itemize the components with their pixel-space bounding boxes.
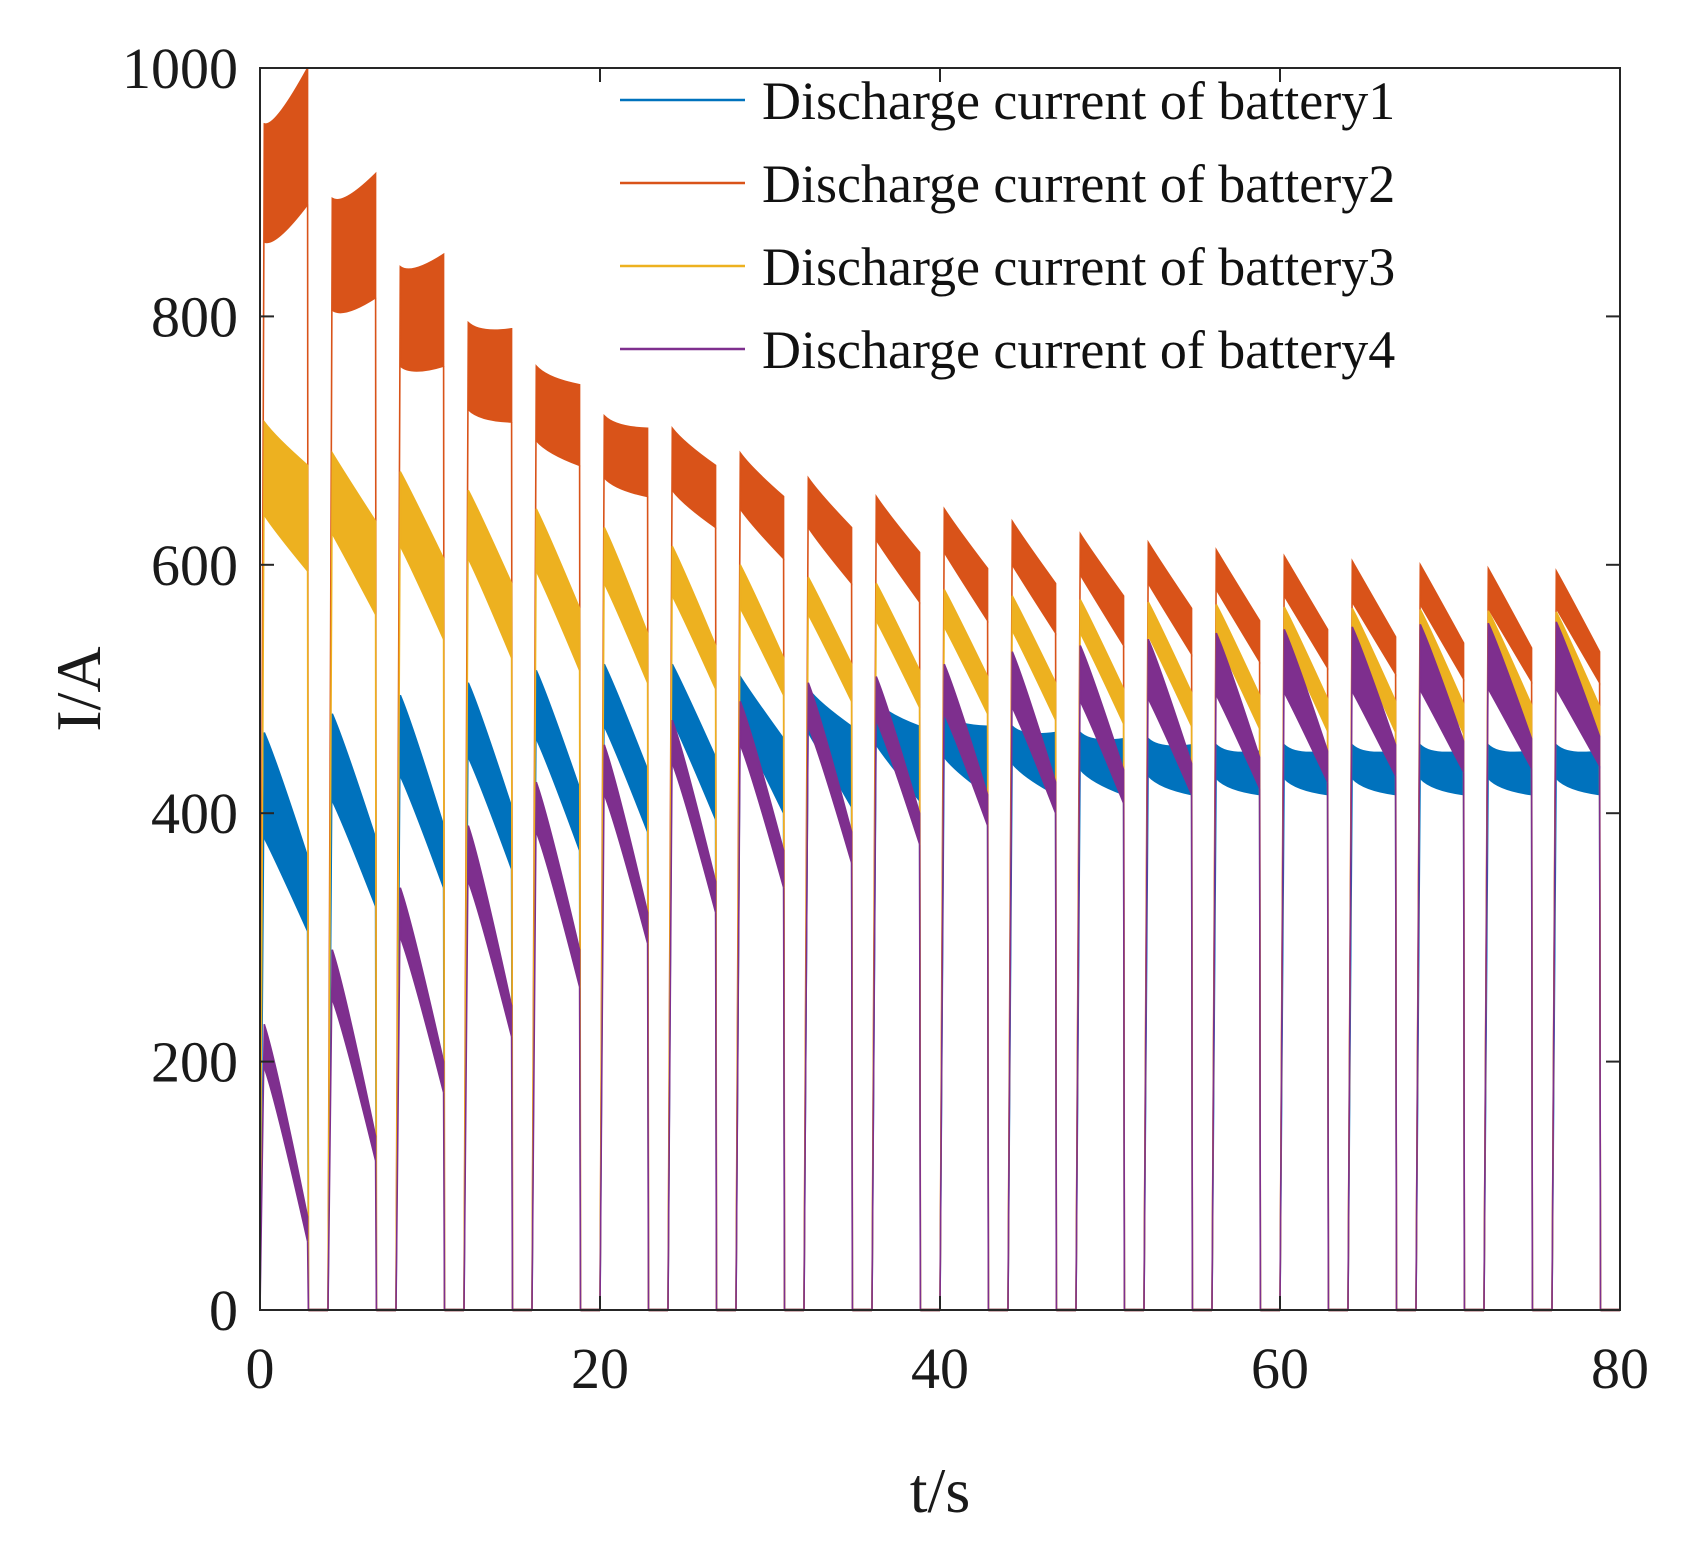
series-1-edge-20 xyxy=(1551,744,1602,1311)
series-2-pulse-10 xyxy=(875,494,921,605)
series-2-pulse-9 xyxy=(807,475,853,586)
x-axis-label: t/s xyxy=(910,1455,970,1526)
series-1-pulse-4 xyxy=(467,682,513,870)
series-1-pulse-1 xyxy=(263,732,309,932)
legend-label: Discharge current of battery1 xyxy=(762,71,1395,131)
series-3-pulse-3 xyxy=(399,471,445,640)
series-1-edge-18 xyxy=(1415,744,1466,1311)
series-4-edge-19 xyxy=(1483,623,1534,1311)
series-4-edge-2 xyxy=(327,949,378,1311)
y-tick-label: 800 xyxy=(151,284,238,349)
series-4-edge-6 xyxy=(599,744,650,1311)
series-1-edge-15 xyxy=(1211,744,1262,1311)
series-3-pulse-8 xyxy=(739,564,785,696)
series-4-pulse-18 xyxy=(1419,624,1465,773)
x-tick-label: 80 xyxy=(1591,1336,1649,1401)
series-3-pulse-10 xyxy=(875,583,921,708)
x-tick-label: 60 xyxy=(1251,1336,1309,1401)
legend-item-1: Discharge current of battery1 xyxy=(620,71,1395,131)
series-4-edge-3 xyxy=(395,887,446,1311)
series-4-pulse-12 xyxy=(1011,651,1057,814)
series-4-pulse-1 xyxy=(263,1024,309,1242)
series-4-pulse-15 xyxy=(1215,632,1261,789)
series-4-edge-4 xyxy=(463,825,514,1311)
series-4-pulse-14 xyxy=(1147,638,1193,795)
series-2-pulse-4 xyxy=(467,320,513,423)
series-2-pulse-6 xyxy=(603,413,649,498)
series-3-pulse-5 xyxy=(535,508,581,671)
series-4-edge-14 xyxy=(1143,639,1194,1311)
legend-item-3: Discharge current of battery3 xyxy=(620,237,1395,297)
legend-item-2: Discharge current of battery2 xyxy=(620,154,1395,214)
series-2-pulse-3 xyxy=(399,252,445,372)
series-2-pulse-2 xyxy=(331,171,377,314)
series-4-pulse-11 xyxy=(943,663,989,826)
series-4-edge-10 xyxy=(871,676,922,1311)
series-4-edge-15 xyxy=(1211,633,1262,1311)
x-tick-label: 20 xyxy=(571,1336,629,1401)
series-4-edge-12 xyxy=(1007,651,1058,1311)
series-2-pulse-14 xyxy=(1147,539,1193,657)
plot-area xyxy=(259,67,1620,1312)
series-1-edge-16 xyxy=(1279,744,1330,1311)
y-tick-label: 600 xyxy=(151,533,238,598)
series-3-pulse-6 xyxy=(603,527,649,684)
series-4-pulse-17 xyxy=(1351,626,1397,777)
y-tick-label: 1000 xyxy=(122,36,238,101)
series-4-edge-11 xyxy=(939,664,990,1311)
series-3-pulse-2 xyxy=(331,450,377,615)
series-4-edge-9 xyxy=(803,682,854,1311)
series-4-edge-17 xyxy=(1347,626,1398,1311)
series-3-pulse-13 xyxy=(1079,599,1125,725)
y-tick-label: 200 xyxy=(151,1030,238,1095)
series-2-pulse-8 xyxy=(739,450,785,561)
series-4-pulse-2 xyxy=(331,949,377,1162)
x-tick-label: 40 xyxy=(911,1336,969,1401)
series-2-pulse-7 xyxy=(671,425,717,529)
series-1-edge-13 xyxy=(1075,732,1126,1311)
series-4-pulse-6 xyxy=(603,744,649,944)
legend: Discharge current of battery1 Discharge c… xyxy=(620,71,1395,380)
series-1-edge-14 xyxy=(1143,738,1194,1311)
series-1-edge-12 xyxy=(1007,726,1058,1311)
y-tick-label: 0 xyxy=(209,1278,238,1343)
series-4-pulse-16 xyxy=(1283,629,1329,783)
series-3-pulse-1 xyxy=(263,419,309,574)
series-3-pulse-9 xyxy=(807,576,853,702)
series-4-pulse-20 xyxy=(1555,621,1601,769)
series-4-pulse-3 xyxy=(399,887,445,1093)
legend-item-4: Discharge current of battery4 xyxy=(620,320,1395,380)
series-3-pulse-4 xyxy=(467,489,513,659)
series-2-pulse-5 xyxy=(535,364,581,467)
series-1-pulse-3 xyxy=(399,694,445,888)
series-1-pulse-2 xyxy=(331,713,377,907)
series-4-edge-5 xyxy=(531,782,582,1311)
series-4-edge-8 xyxy=(735,701,786,1311)
series-4-edge-18 xyxy=(1415,624,1466,1311)
series-4-pulse-4 xyxy=(467,825,513,1037)
series-3-pulse-7 xyxy=(671,545,717,690)
legend-label: Discharge current of battery4 xyxy=(762,320,1395,380)
series-2-pulse-1 xyxy=(263,67,309,244)
series-4 xyxy=(259,621,1620,1312)
series-1-edge-19 xyxy=(1483,744,1534,1311)
series-4-edge-7 xyxy=(667,720,718,1311)
series-4-edge-16 xyxy=(1279,629,1330,1311)
series-4-pulse-9 xyxy=(807,682,853,864)
legend-label: Discharge current of battery2 xyxy=(762,154,1395,214)
x-tick-label: 0 xyxy=(246,1336,275,1401)
series-4-pulse-13 xyxy=(1079,645,1125,804)
y-axis-label: I/A xyxy=(43,646,114,731)
legend-label: Discharge current of battery3 xyxy=(762,237,1395,297)
series-4-edge-20 xyxy=(1551,621,1602,1311)
y-tick-label: 400 xyxy=(151,781,238,846)
series-4-pulse-19 xyxy=(1487,622,1533,769)
series-1-edge-17 xyxy=(1347,744,1398,1311)
series-4-pulse-5 xyxy=(535,781,581,988)
series-4-edge-13 xyxy=(1075,645,1126,1311)
series-2-pulse-13 xyxy=(1079,531,1125,649)
